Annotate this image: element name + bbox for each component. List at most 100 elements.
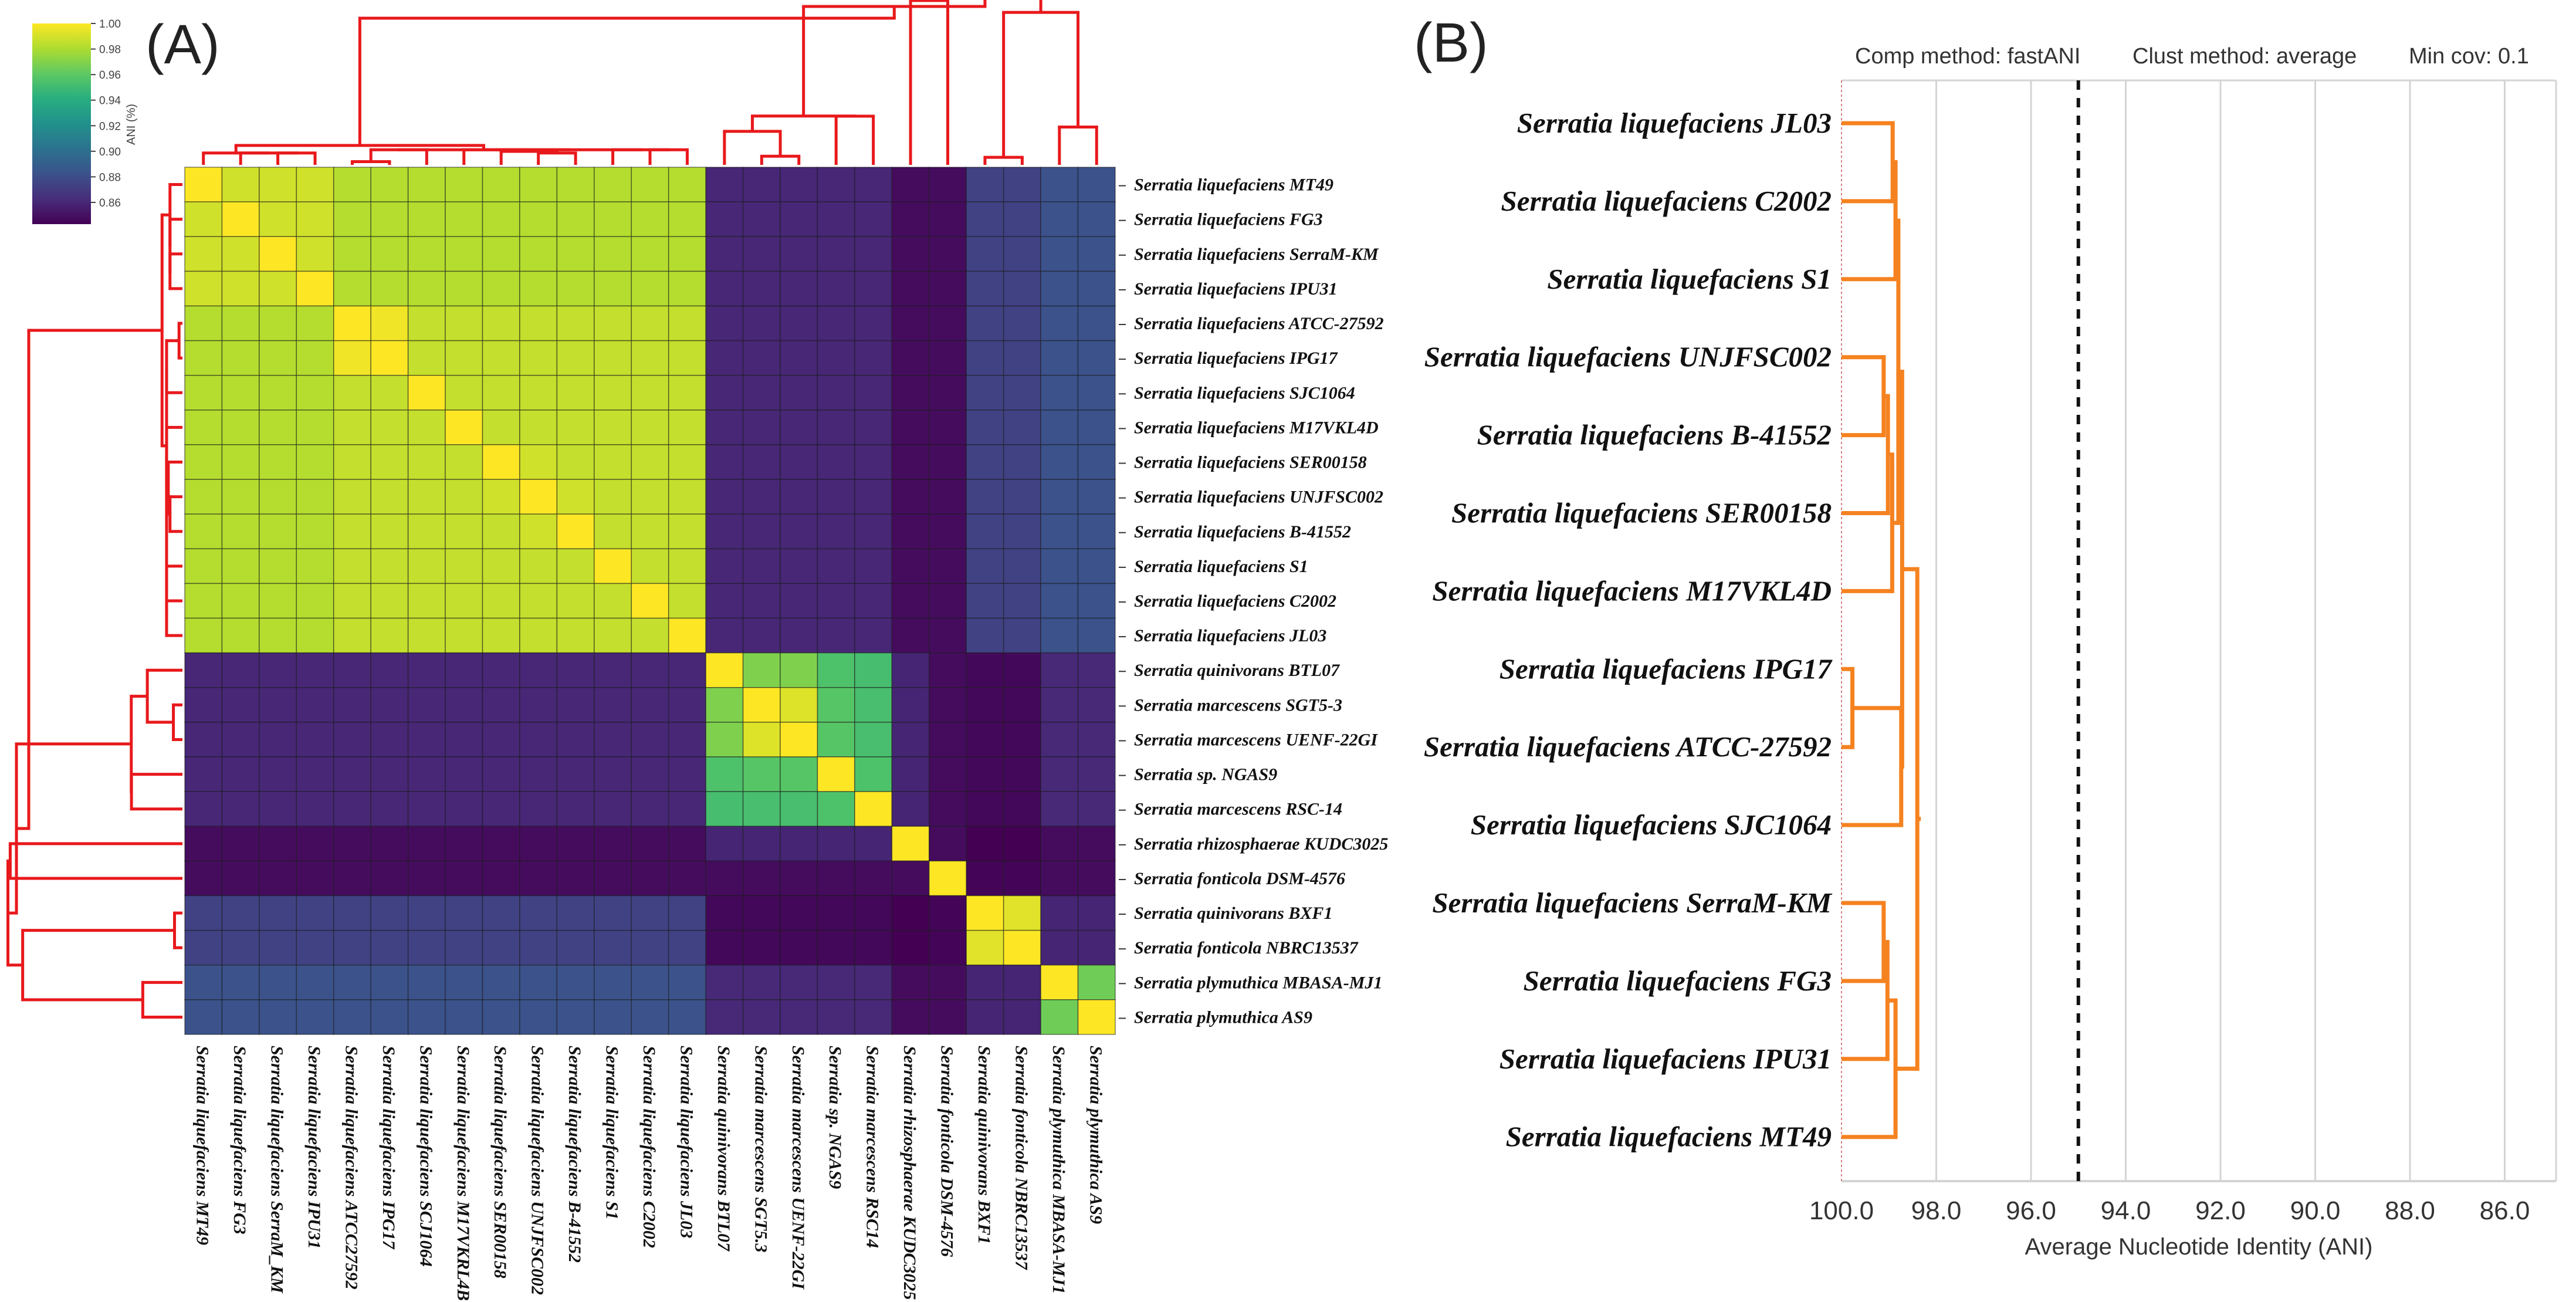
- heatmap-cell: [631, 410, 669, 445]
- heatmap-cell: [296, 929, 334, 966]
- heatmap-cell: [854, 860, 893, 897]
- heatmap-cell: [742, 895, 781, 931]
- heatmap-cell: [370, 860, 409, 897]
- row-label: Serratia marcescens SGT5-3: [1134, 695, 1342, 715]
- heatmap-cell: [482, 929, 520, 966]
- heatmap-cell: [259, 305, 297, 341]
- heatmap-cell: [221, 548, 260, 584]
- heatmap-cell: [742, 167, 781, 202]
- heatmap-cell: [519, 270, 558, 307]
- heatmap-cell: [705, 513, 744, 550]
- heatmap-cell: [221, 479, 260, 515]
- heatmap-cell: [519, 722, 558, 757]
- heatmap-cell: [556, 201, 595, 237]
- heatmap-cell: [780, 722, 818, 757]
- heatmap-cell: [854, 444, 893, 480]
- heatmap-cell: [407, 791, 446, 827]
- heatmap-cell: [594, 236, 632, 272]
- leaf-label: Serratia liquefaciens IPG17: [1499, 652, 1833, 685]
- heatmap-cell: [556, 583, 595, 619]
- column-label: Serratia liquefaciens SER00158: [490, 1046, 510, 1279]
- heatmap-cell: [259, 270, 297, 307]
- heatmap-cell: [221, 167, 260, 202]
- heatmap-cell: [891, 548, 930, 584]
- heatmap-cell: [556, 270, 595, 307]
- heatmap-cell: [407, 374, 446, 411]
- heatmap-cell: [742, 965, 781, 1000]
- heatmap-cell: [929, 374, 967, 411]
- heatmap-cell: [780, 340, 818, 376]
- heatmap-cell: [1077, 722, 1116, 757]
- heatmap-cell: [668, 999, 706, 1035]
- heatmap-cell: [705, 201, 744, 237]
- heatmap-cell: [891, 791, 930, 827]
- heatmap-cell: [333, 513, 371, 550]
- heatmap-cell: [705, 305, 744, 341]
- heatmap-cell: [966, 583, 1004, 619]
- heatmap-cell: [1040, 895, 1079, 931]
- heatmap-cell: [259, 791, 297, 827]
- heatmap-cell: [296, 270, 334, 307]
- heatmap-cell: [445, 167, 483, 202]
- heatmap-cell: [966, 999, 1004, 1035]
- column-label: Serratia liquefaciens UNJFSC002: [528, 1046, 547, 1295]
- heatmap-cell: [1040, 340, 1079, 376]
- heatmap-cell: [854, 374, 893, 411]
- heatmap-cell: [259, 929, 297, 966]
- heatmap-cell: [333, 270, 371, 307]
- heatmap-cell: [519, 791, 558, 827]
- heatmap-cell: [333, 999, 371, 1035]
- heatmap-cell: [296, 201, 334, 237]
- x-tick-label: 94.0: [2101, 1196, 2151, 1225]
- heatmap-cell: [482, 548, 520, 584]
- heatmap-cell: [854, 340, 893, 376]
- heatmap-cell: [705, 965, 744, 1000]
- heatmap-cell: [556, 965, 595, 1000]
- row-label: Serratia liquefaciens MT49: [1134, 175, 1333, 195]
- heatmap-cell: [333, 201, 371, 237]
- heatmap-cell: [556, 652, 595, 688]
- heatmap-cell: [333, 305, 371, 341]
- heatmap-cell: [1003, 305, 1041, 341]
- heatmap-cell: [184, 756, 223, 792]
- heatmap-cell: [259, 722, 297, 757]
- heatmap-cell: [1077, 617, 1116, 654]
- heatmap-cell: [668, 652, 706, 688]
- heatmap-cell: [184, 652, 223, 688]
- heatmap-cell: [929, 652, 967, 688]
- heatmap-cell: [742, 410, 781, 445]
- heatmap-cell: [333, 340, 371, 376]
- heatmap-cell: [296, 722, 334, 757]
- heatmap-cell: [817, 965, 855, 1000]
- heatmap-cell: [817, 201, 855, 237]
- heatmap-cell: [1003, 791, 1041, 827]
- heatmap-cell: [519, 548, 558, 584]
- colorbar-tick-label: 0.96: [99, 69, 121, 82]
- leaf-label: Serratia liquefaciens SerraM-KM: [1432, 887, 1832, 919]
- heatmap-cell: [333, 722, 371, 757]
- heatmap-cell: [854, 652, 893, 688]
- heatmap-cell: [221, 236, 260, 272]
- heatmap-cell: [482, 479, 520, 515]
- row-label: Serratia liquefaciens SerraM-KM: [1134, 245, 1379, 264]
- heatmap-cell: [1003, 652, 1041, 688]
- leaf-label: Serratia liquefaciens SJC1064: [1471, 809, 1832, 841]
- heatmap-cell: [296, 374, 334, 411]
- heatmap-cell: [817, 756, 855, 792]
- heatmap-cell: [296, 895, 334, 931]
- heatmap-cell: [445, 687, 483, 723]
- heatmap-cell: [445, 722, 483, 757]
- heatmap-cell: [817, 583, 855, 619]
- row-label: Serratia liquefaciens UNJFSC002: [1134, 488, 1383, 507]
- heatmap-cell: [556, 756, 595, 792]
- heatmap-cell: [184, 236, 223, 272]
- heatmap-cell: [1077, 929, 1116, 966]
- heatmap-cell: [519, 617, 558, 654]
- heatmap-cell: [891, 410, 930, 445]
- heatmap-cell: [780, 374, 818, 411]
- heatmap-cell: [519, 826, 558, 862]
- row-label: Serratia liquefaciens M17VKL4D: [1134, 418, 1379, 437]
- heatmap-cell: [1040, 652, 1079, 688]
- heatmap-cell: [407, 479, 446, 515]
